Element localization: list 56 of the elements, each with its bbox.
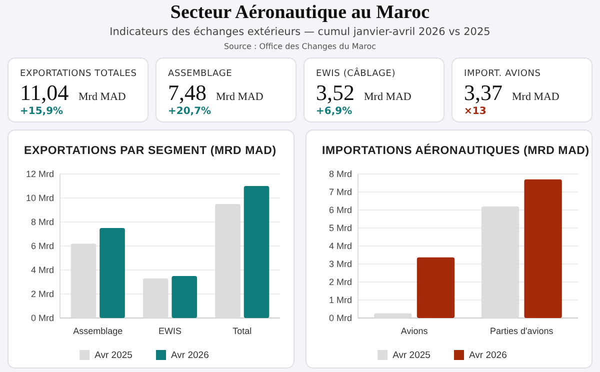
y-tick-label: 3 Mrd [328,259,352,270]
text: EWIS (CÂBLAGE) [316,67,396,79]
text: Indicateurs des échanges extérieurs — cumul janvier-avril 2026 vs 2025 [110,26,490,38]
bar [374,313,412,318]
y-tick-label: 2 Mrd [30,289,54,300]
bar [416,257,455,318]
x-tick-label: Avions [400,326,428,336]
text: 11,04 [20,80,69,105]
x-tick-label: Assemblage [73,326,123,336]
chart-title: IMPORTATIONS AÉRONAUTIQUES (MRD MAD) [322,143,590,157]
y-tick-label: 5 Mrd [328,223,352,234]
bar [481,206,520,318]
bar [524,179,562,318]
text: +15,9% [20,106,64,117]
text: Secteur Aéronautique au Maroc [170,2,430,23]
bar [100,228,125,318]
y-tick-label: 7 Mrd [328,187,352,198]
text: +20,7% [168,106,212,117]
text: ×13 [464,106,486,117]
legend-label: Avr 2026 [171,350,209,361]
y-tick-label: 6 Mrd [328,205,352,216]
legend-label: Avr 2025 [392,350,430,361]
text: Mrd MAD [78,91,126,103]
y-tick-label: 6 Mrd [30,241,54,252]
y-tick-label: 10 Mrd [26,193,54,204]
y-tick-label: 4 Mrd [30,265,54,276]
text: ASSEMBLAGE [168,69,232,79]
legend-label: Avr 2026 [469,350,507,361]
text: 3,37 [464,80,502,105]
y-tick-label: 0 Mrd [30,313,54,324]
x-tick-label: Parties d'avions [490,326,554,336]
bar [244,186,270,318]
y-tick-label: 1 Mrd [328,295,352,306]
y-tick-label: 8 Mrd [328,169,352,180]
y-tick-label: 2 Mrd [328,277,352,288]
y-tick-label: 4 Mrd [328,241,352,252]
y-tick-label: 0 Mrd [328,313,352,324]
text: EXPORTATIONS TOTALES [20,69,137,79]
text: 7,48 [168,80,206,105]
y-tick-label: 8 Mrd [30,217,54,228]
legend-label: Avr 2025 [94,350,132,361]
x-tick-label: Total [232,326,252,336]
bar [142,278,168,318]
chart-title: EXPORTATIONS PAR SEGMENT (MRD MAD) [24,145,276,157]
x-tick-label: EWIS [158,326,182,336]
bar [172,276,198,318]
bar [70,244,96,318]
bar [215,204,240,318]
source-note: Source : Office des Changes du Maroc [224,42,376,51]
text: IMPORT. AVIONS [464,69,541,79]
y-tick-label: 12 Mrd [26,169,54,180]
text: 3,52 [316,80,354,105]
text: Mrd MAD [512,91,560,103]
text: Mrd MAD [216,91,264,103]
text: Mrd MAD [364,91,412,103]
text: +6,9% [316,106,352,117]
